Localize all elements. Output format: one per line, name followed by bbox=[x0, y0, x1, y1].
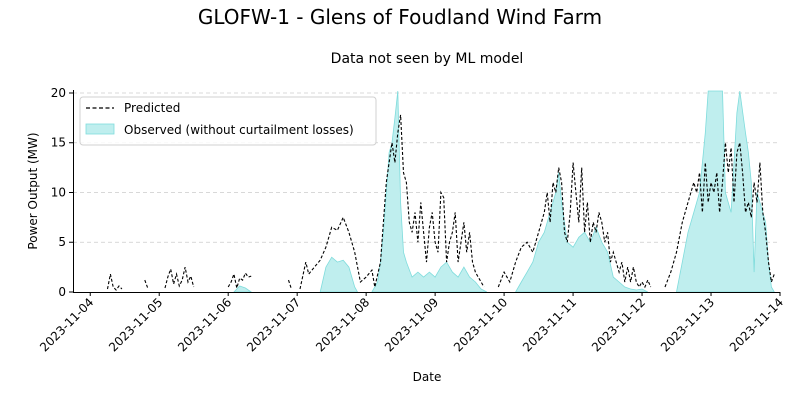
chart-subtitle: Data not seen by ML model bbox=[331, 51, 524, 67]
y-tick-label: 20 bbox=[51, 86, 66, 100]
predicted-line-segment bbox=[287, 279, 292, 290]
x-tick-label: 2023-11-08 bbox=[313, 295, 372, 354]
predicted-line-segment bbox=[144, 279, 149, 289]
predicted-line-segment bbox=[664, 142, 775, 288]
legend-observed-swatch bbox=[85, 123, 115, 135]
predicted-line-segment bbox=[164, 266, 195, 289]
y-tick-label: 15 bbox=[51, 136, 66, 150]
x-tick-label: 2023-11-04 bbox=[37, 295, 96, 354]
x-axis-label: Date bbox=[413, 370, 442, 384]
y-tick-label: 10 bbox=[51, 185, 66, 199]
observed-area-segment bbox=[371, 90, 488, 293]
x-tick-label: 2023-11-06 bbox=[175, 295, 234, 354]
grid bbox=[73, 92, 780, 243]
predicted-series bbox=[106, 114, 775, 291]
x-tick-label: 2023-11-07 bbox=[244, 295, 303, 354]
y-ticks: 0 5 10 15 20 bbox=[51, 86, 73, 299]
chart-title: GLOFW-1 - Glens of Foudland Wind Farm bbox=[198, 5, 602, 29]
x-tick-label: 2023-11-11 bbox=[520, 295, 579, 354]
legend-box bbox=[79, 96, 377, 146]
observed-area-segment bbox=[514, 172, 648, 293]
x-tick-label: 2023-11-05 bbox=[106, 295, 165, 354]
legend-predicted-label: Predicted bbox=[124, 101, 180, 115]
observed-series bbox=[232, 90, 775, 293]
predicted-line-segment bbox=[299, 114, 485, 290]
x-tick-label: 2023-11-09 bbox=[382, 295, 441, 354]
observed-area-segment bbox=[676, 90, 775, 293]
x-ticks: 2023-11-04 2023-11-05 2023-11-06 2023-11-07… bbox=[37, 292, 786, 354]
legend-observed-label: Observed (without curtailment losses) bbox=[124, 123, 354, 137]
y-axis-label: Power Output (MW) bbox=[26, 132, 40, 249]
x-tick-label: 2023-11-14 bbox=[727, 295, 786, 354]
observed-area-segment bbox=[319, 256, 359, 293]
predicted-line-segment bbox=[106, 273, 123, 291]
predicted-line-segment bbox=[497, 162, 652, 289]
x-tick-label: 2023-11-10 bbox=[451, 295, 510, 354]
y-tick-label: 0 bbox=[58, 285, 66, 299]
x-tick-label: 2023-11-13 bbox=[658, 295, 717, 354]
y-tick-label: 5 bbox=[58, 235, 66, 249]
legend: Predicted Observed (without curtailment … bbox=[79, 96, 377, 146]
x-tick-label: 2023-11-12 bbox=[589, 295, 648, 354]
